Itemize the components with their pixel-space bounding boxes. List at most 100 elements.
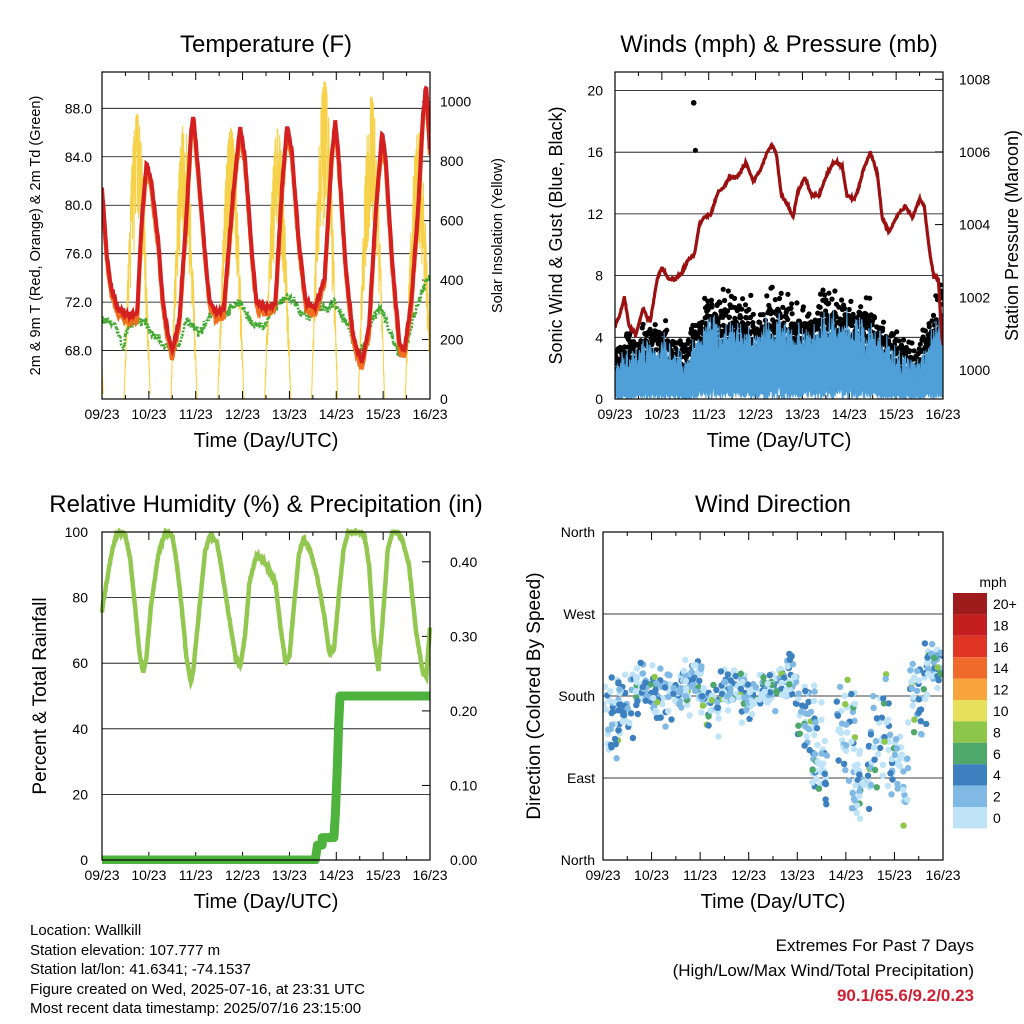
- solar-series: [357, 95, 386, 399]
- direction-point: [805, 698, 812, 706]
- extremes-values: 90.1/65.6/9.2/0.23: [836, 986, 974, 1005]
- y-tick-label: 20: [587, 83, 603, 99]
- direction-point: [811, 751, 819, 758]
- gust-point: [930, 312, 937, 318]
- direction-point: [766, 689, 774, 696]
- direction-point: [633, 678, 640, 686]
- direction-point: [713, 686, 720, 694]
- legend-swatch: [953, 635, 987, 658]
- gust-point: [649, 339, 656, 345]
- direction-point: [856, 815, 864, 822]
- x-tick-label: 09/23: [597, 406, 632, 422]
- direction-point: [820, 760, 827, 767]
- created-text: Figure created on Wed, 2025-07-16, at 23…: [30, 980, 365, 998]
- y2-tick-label: 0.20: [450, 703, 477, 719]
- solar-series: [217, 126, 245, 399]
- direction-point: [699, 702, 707, 709]
- direction-point: [616, 686, 623, 693]
- direction-point: [652, 686, 659, 694]
- x-tick-label: 12/23: [738, 406, 773, 422]
- gust-point: [839, 297, 845, 303]
- gust-point: [837, 316, 843, 322]
- direction-point: [698, 709, 705, 716]
- gust-point: [880, 325, 886, 331]
- x-tick-label: 10/23: [634, 867, 669, 883]
- y2-axis-label: Solar Insolation (Yellow): [490, 158, 506, 313]
- x-tick-label: 13/23: [272, 867, 307, 883]
- legend-label: 10: [993, 703, 1009, 719]
- x-tick-label: 15/23: [879, 406, 914, 422]
- direction-point: [746, 715, 753, 722]
- direction-point: [608, 721, 616, 728]
- direction-point: [727, 677, 734, 684]
- legend-swatch: [953, 657, 987, 679]
- direction-point: [909, 660, 916, 668]
- gust-point: [703, 321, 709, 327]
- direction-point: [885, 700, 892, 707]
- direction-point: [686, 712, 693, 719]
- gust-point: [917, 341, 923, 347]
- y-tick-label: 100: [65, 524, 89, 540]
- gust-point: [788, 305, 794, 311]
- direction-point: [867, 731, 875, 738]
- gust-point: [820, 287, 826, 293]
- direction-point: [883, 719, 890, 726]
- y-tick-label: 84.0: [65, 149, 92, 165]
- direction-point: [756, 696, 763, 703]
- gust-point: [682, 345, 688, 351]
- gust-point: [745, 320, 751, 327]
- x-tick-label: 11/23: [179, 867, 213, 883]
- gust-point: [740, 296, 746, 302]
- direction-point: [884, 782, 892, 790]
- gust-point: [871, 315, 878, 321]
- direction-point: [620, 709, 627, 716]
- rh-series: [99, 528, 433, 691]
- gust-point: [832, 288, 838, 294]
- direction-point: [921, 640, 929, 647]
- direction-point: [821, 737, 829, 745]
- direction-point: [833, 698, 840, 705]
- chart-title: Wind Direction: [695, 491, 851, 518]
- direction-point: [917, 718, 924, 725]
- direction-point: [923, 720, 930, 728]
- gust-point: [789, 301, 795, 307]
- direction-point: [870, 692, 877, 700]
- direction-point: [923, 660, 931, 667]
- direction-point: [900, 768, 907, 775]
- gust-point: [817, 304, 823, 310]
- direction-point: [918, 730, 925, 738]
- direction-point: [743, 706, 750, 713]
- direction-point: [649, 662, 656, 669]
- gust-point: [663, 318, 669, 324]
- direction-point: [931, 654, 938, 662]
- x-tick-label: 13/23: [780, 867, 815, 883]
- location-text: Location: Wallkill: [30, 922, 142, 939]
- direction-point: [911, 716, 918, 723]
- direction-point: [873, 715, 881, 722]
- direction-point: [603, 700, 607, 707]
- direction-point: [904, 764, 912, 772]
- direction-point: [878, 714, 885, 721]
- chart-title: Winds (mph) & Pressure (mb): [620, 31, 937, 58]
- direction-point: [870, 704, 877, 711]
- direction-point: [842, 701, 849, 708]
- x-axis-label: Time (Day/UTC): [194, 891, 339, 913]
- x-tick-label: 10/23: [131, 867, 166, 883]
- y-tick-label: West: [563, 606, 595, 622]
- direction-point: [835, 727, 842, 734]
- gust-point: [785, 291, 791, 297]
- y-tick-label: East: [567, 770, 595, 786]
- direction-point: [873, 784, 880, 791]
- direction-point: [608, 744, 615, 751]
- gust-point: [647, 326, 653, 332]
- legend-label: 20+: [993, 596, 1017, 612]
- direction-point: [657, 714, 664, 721]
- direction-point: [900, 822, 907, 829]
- direction-point: [760, 674, 767, 681]
- direction-point: [737, 670, 744, 677]
- direction-point: [835, 757, 842, 764]
- solar-series: [310, 80, 339, 399]
- direction-point: [639, 683, 646, 691]
- x-tick-label: 10/23: [644, 406, 679, 422]
- x-tick-label: 14/23: [832, 406, 867, 422]
